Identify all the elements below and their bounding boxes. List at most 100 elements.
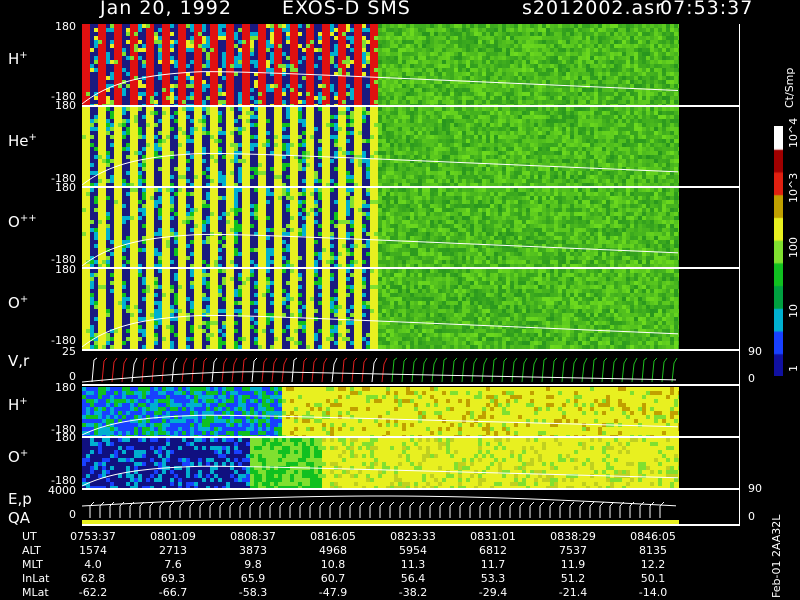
panel-label-oplus-low: O+: [8, 448, 29, 466]
footer-cell: 8135: [639, 544, 667, 557]
footer-row-label: MLT: [22, 558, 43, 571]
footer-cell: 10.8: [320, 558, 346, 571]
tick-label: 180: [55, 20, 76, 33]
footer-cell: 6812: [479, 544, 507, 557]
plot-vr: [82, 352, 679, 384]
footer-cell: 0801:09: [150, 530, 196, 543]
footer-cell: -47.9: [318, 586, 348, 599]
colorbar: [774, 126, 783, 376]
panel-separator: [82, 436, 740, 438]
footer-row-label: UT: [22, 530, 37, 543]
panel-separator: [82, 488, 740, 490]
colorbar-label: 10^3: [787, 172, 800, 203]
spectrogram-oplus-low: [82, 438, 679, 488]
tick-label: 180: [55, 263, 76, 276]
footer-cell: 0838:29: [550, 530, 596, 543]
spectrogram-oplusplus: [82, 188, 679, 268]
right-tick-label: 90: [748, 482, 762, 495]
footer-cell: 56.4: [400, 572, 426, 585]
footer-cell: -62.2: [78, 586, 108, 599]
footer-cell: -58.3: [238, 586, 268, 599]
tick-label: -180: [51, 334, 76, 347]
colorbar-label: 10: [787, 304, 800, 318]
footer-cell: -66.7: [158, 586, 188, 599]
side-text: Feb-01 2AA32L: [770, 514, 783, 598]
colorbar-label: 1: [787, 365, 800, 372]
footer-cell: 0831:01: [470, 530, 516, 543]
colorbar-label: 100: [787, 237, 800, 258]
panel-label-hplus-low: H+: [8, 396, 28, 414]
spectrogram-heplus: [82, 107, 679, 187]
tick-label: 25: [62, 345, 76, 358]
footer-cell: 11.7: [480, 558, 506, 571]
tick-label: 180: [55, 381, 76, 394]
tick-label: -180: [51, 253, 76, 266]
panel-separator: [82, 349, 740, 351]
footer-cell: 0823:33: [390, 530, 436, 543]
panel-separator: [82, 384, 740, 386]
footer-cell: 7537: [559, 544, 587, 557]
footer-cell: 60.7: [320, 572, 346, 585]
panel-label-ep: E,p: [8, 490, 32, 508]
plot-ep-qa: [82, 490, 679, 524]
footer-cell: 51.2: [560, 572, 586, 585]
footer-cell: 9.8: [244, 558, 262, 571]
footer-cell: -38.2: [398, 586, 428, 599]
right-tick-label: 90: [748, 345, 762, 358]
tick-label: 4000: [48, 484, 76, 497]
footer-cell: -14.0: [638, 586, 668, 599]
footer-cell: 2713: [159, 544, 187, 557]
footer-cell: 62.8: [80, 572, 106, 585]
footer-cell: 0753:37: [70, 530, 116, 543]
chart-date: Jan 20, 1992: [100, 0, 232, 19]
tick-label: -180: [51, 90, 76, 103]
right-tick-label: 0: [748, 510, 755, 523]
footer-cell: 11.3: [400, 558, 426, 571]
footer-cell: 4968: [319, 544, 347, 557]
footer-cell: 5954: [399, 544, 427, 557]
footer-row-label: MLat: [22, 586, 49, 599]
panel-separator: [82, 524, 740, 526]
colorbar-label: 10^4: [787, 117, 800, 148]
spectrogram-oplus-top: [82, 269, 679, 349]
footer-cell: 7.6: [164, 558, 182, 571]
tick-label: 0: [69, 370, 76, 383]
footer-cell: 1574: [79, 544, 107, 557]
right-tick-label: 0: [748, 372, 755, 385]
panel-label-heplus: He+: [8, 132, 37, 150]
footer-cell: 0846:05: [630, 530, 676, 543]
colorbar-unit: Ct/Smp: [783, 67, 796, 108]
footer-cell: 69.3: [160, 572, 186, 585]
footer-cell: 3873: [239, 544, 267, 557]
footer-cell: -29.4: [478, 586, 508, 599]
tick-label: 0: [69, 508, 76, 521]
chart-time: 07:53:37: [660, 0, 754, 19]
chart-file: s2012002.asr: [522, 0, 664, 19]
footer-row-label: ALT: [22, 544, 41, 557]
panel-separator: [82, 186, 740, 188]
footer-cell: 0808:37: [230, 530, 276, 543]
footer-cell: 11.9: [560, 558, 586, 571]
chart-instrument: EXOS-D SMS: [282, 0, 411, 19]
right-axis: [739, 24, 740, 526]
footer-row-label: InLat: [22, 572, 50, 585]
panel-label-qa: QA: [8, 509, 31, 527]
footer-cell: 0816:05: [310, 530, 356, 543]
footer-cell: 12.2: [640, 558, 666, 571]
tick-label: 180: [55, 431, 76, 444]
tick-label: 180: [55, 181, 76, 194]
tick-label: 180: [55, 99, 76, 112]
tick-label: -180: [51, 172, 76, 185]
panel-separator: [82, 267, 740, 269]
panel-label-hplus-top: H+: [8, 50, 28, 68]
footer-cell: -21.4: [558, 586, 588, 599]
footer-cell: 53.3: [480, 572, 506, 585]
tick-label: -180: [51, 474, 76, 487]
panel-label-vr: V,r: [8, 352, 30, 370]
panel-separator: [82, 105, 740, 107]
panel-label-oplusplus: O++: [8, 213, 37, 231]
spectrogram-hplus-low: [82, 387, 679, 437]
panel-label-oplus-top: O+: [8, 294, 29, 312]
footer-cell: 50.1: [640, 572, 666, 585]
footer-cell: 4.0: [84, 558, 102, 571]
